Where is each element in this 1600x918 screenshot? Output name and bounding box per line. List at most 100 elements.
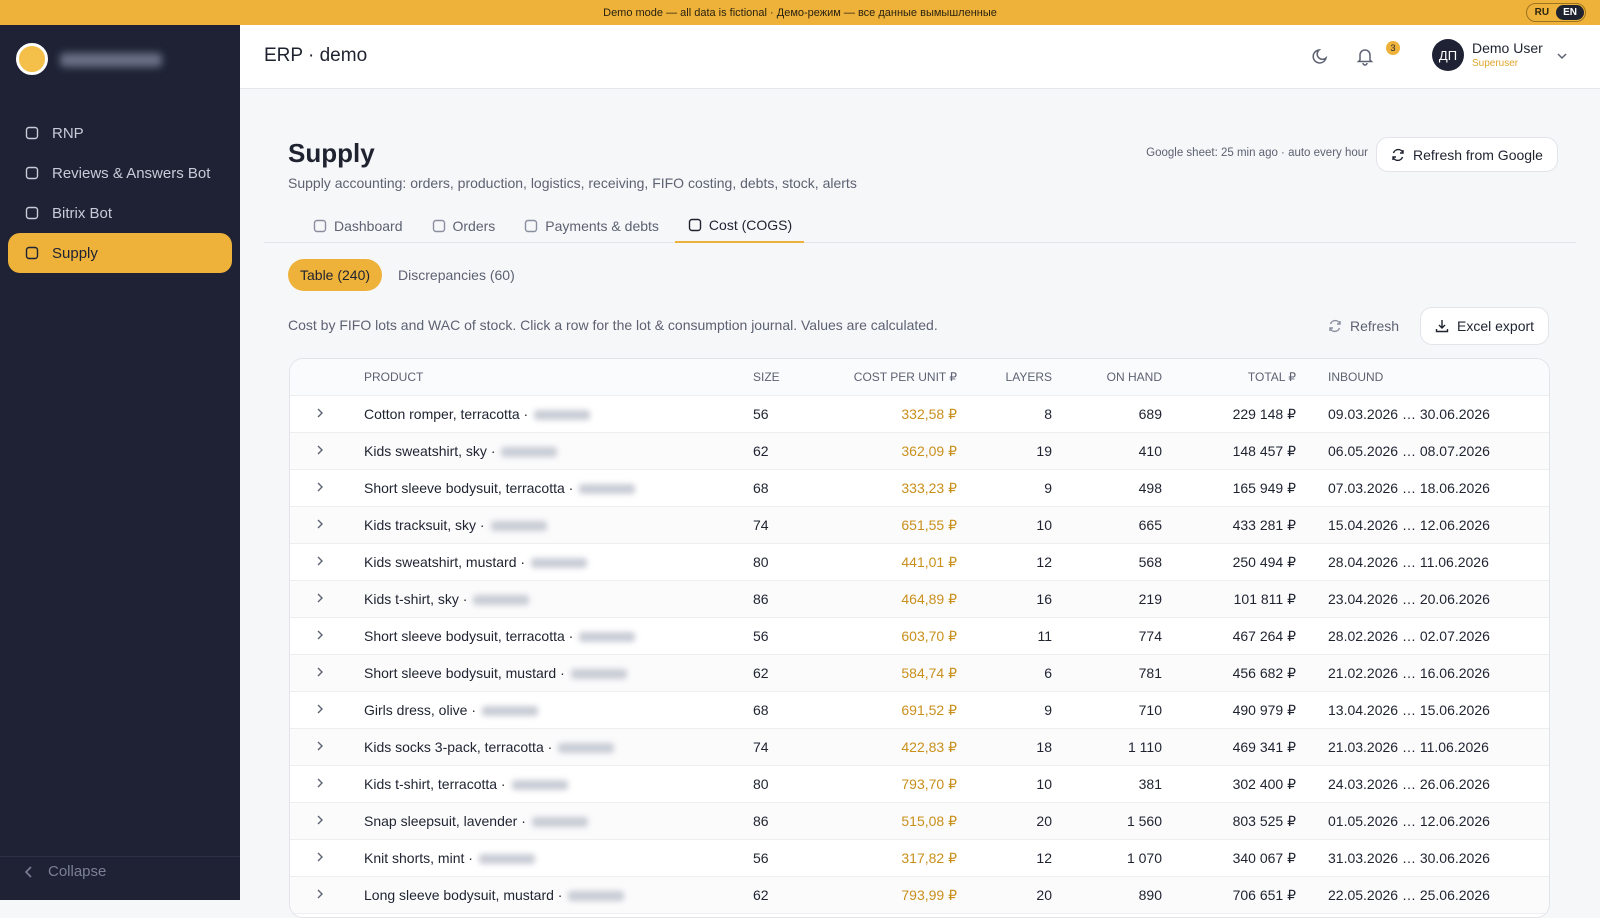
- expand-chevron[interactable]: [290, 776, 350, 792]
- cell: 20: [965, 887, 1060, 903]
- table-row[interactable]: Kids t-shirt, sky · 86 464,89 ₽ 16 219 101 81…: [290, 581, 1549, 618]
- avatar[interactable]: ДП: [1432, 39, 1464, 71]
- tab[interactable]: Dashboard: [300, 208, 415, 243]
- cell: 490 979 ₽: [1170, 702, 1304, 719]
- cell: 1 110: [1060, 739, 1170, 755]
- cell-text: 333,23 ₽: [901, 479, 957, 496]
- cell: 86: [745, 813, 835, 829]
- cell-text: 56: [753, 406, 769, 422]
- lang-en[interactable]: EN: [1556, 5, 1584, 20]
- cell-text: 1 070: [1126, 850, 1162, 866]
- subtab[interactable]: Discrepancies (60): [398, 267, 515, 283]
- cell-text: 584,74 ₽: [901, 664, 957, 681]
- cell-text: Snap sleepsuit, lavender ·: [364, 813, 526, 829]
- expand-chevron[interactable]: [290, 702, 350, 718]
- notifications[interactable]: [1355, 46, 1375, 66]
- table-row[interactable]: Snap sleepsuit, lavender · 86 515,08 ₽ 20 1 …: [290, 803, 1549, 840]
- cell-text: 10: [1036, 776, 1052, 792]
- cell-text: 68: [753, 480, 769, 496]
- cell-text: 20: [1036, 813, 1052, 829]
- cell: 9: [965, 702, 1060, 718]
- icon: [317, 778, 323, 788]
- nav-item[interactable]: Reviews & Answers Bot: [8, 153, 232, 193]
- cell-text: 56: [753, 850, 769, 866]
- cell-text: 362,09 ₽: [901, 442, 957, 459]
- cell-text: 16: [1036, 591, 1052, 607]
- table-row[interactable]: Cotton romper, terracotta · 56 332,58 ₽ 8 68…: [290, 396, 1549, 433]
- expand-chevron[interactable]: [290, 480, 350, 496]
- tab[interactable]: Orders: [419, 208, 508, 243]
- cell: 584,74 ₽: [835, 665, 965, 682]
- cell: 9: [965, 480, 1060, 496]
- cell-text: 332,58 ₽: [901, 405, 957, 422]
- sidebar: RNP Reviews & Answers Bot Bitrix Bot Supply…: [0, 25, 240, 900]
- cell: 74: [745, 739, 835, 755]
- cell: 28.04.2026 … 11.06.2026: [1304, 554, 1549, 570]
- expand-chevron[interactable]: [290, 850, 350, 866]
- cell: 803 525 ₽: [1170, 813, 1304, 830]
- lang-ru[interactable]: RU: [1534, 7, 1550, 18]
- cell: 80: [745, 776, 835, 792]
- excel-export-button[interactable]: Excel export: [1420, 307, 1550, 345]
- expand-chevron[interactable]: [290, 406, 350, 422]
- icon: [1329, 319, 1341, 333]
- cell: 793,99 ₽: [835, 887, 965, 904]
- expand-chevron[interactable]: [290, 665, 350, 681]
- icon: [1392, 148, 1404, 161]
- expand-chevron[interactable]: [290, 591, 350, 607]
- table-row[interactable]: Short sleeve bodysuit, mustard · 62 584,74…: [290, 655, 1549, 692]
- page-subtitle: Supply accounting: orders, production, l…: [288, 175, 857, 191]
- cell: 710: [1060, 702, 1170, 718]
- expand-chevron[interactable]: [290, 517, 350, 533]
- expand-chevron[interactable]: [290, 887, 350, 903]
- cell-text: 19: [1036, 443, 1052, 459]
- table-row[interactable]: Kids t-shirt, terracotta · 80 793,70 ₽ 10 38…: [290, 766, 1549, 803]
- cell: 1 070: [1060, 850, 1170, 866]
- table-row[interactable]: Girls dress, olive · 68 691,52 ₽ 9 710 490 97…: [290, 692, 1549, 729]
- table-row[interactable]: Short sleeve bodysuit, terracotta · 68 333…: [290, 470, 1549, 507]
- cell: 665: [1060, 517, 1170, 533]
- icon: [688, 218, 702, 231]
- nav-item[interactable]: Supply: [8, 233, 232, 273]
- tab[interactable]: Payments & debts: [511, 208, 671, 243]
- theme-toggle[interactable]: [1312, 47, 1330, 65]
- cell: 603,70 ₽: [835, 628, 965, 645]
- table-row[interactable]: Short sleeve bodysuit, terracotta · 56 603…: [290, 618, 1549, 655]
- cell: 1 560: [1060, 813, 1170, 829]
- cell-text: Knit shorts, mint ·: [364, 850, 473, 866]
- cell: 13.04.2026 … 15.06.2026: [1304, 702, 1549, 718]
- table-row[interactable]: Long sleeve bodysuit, mustard · 62 793,99 …: [290, 877, 1549, 914]
- refresh-button[interactable]: Refresh: [1316, 307, 1411, 345]
- table-row[interactable]: Kids socks 3-pack, terracotta · 74 422,83 …: [290, 729, 1549, 766]
- table-row[interactable]: Knit shorts, mint · 56 317,82 ₽ 12 1 070 340 …: [290, 840, 1549, 877]
- nav-item[interactable]: Bitrix Bot: [8, 193, 232, 233]
- app-title: ERP · demo: [264, 45, 368, 66]
- cell-text: 793,99 ₽: [901, 886, 957, 903]
- subtab[interactable]: Table (240): [288, 259, 383, 291]
- expand-chevron[interactable]: [290, 739, 350, 755]
- collapse-button[interactable]: Collapse: [24, 863, 106, 880]
- expand-chevron[interactable]: [290, 628, 350, 644]
- cell: 333,23 ₽: [835, 480, 965, 497]
- nav-item[interactable]: RNP: [8, 113, 232, 153]
- cell-text: 433 281 ₽: [1232, 516, 1296, 533]
- sku-blurred: [531, 817, 588, 828]
- cell: 28.02.2026 … 02.07.2026: [1304, 628, 1549, 644]
- user-name[interactable]: Demo User: [1472, 40, 1543, 56]
- table-note: Cost by FIFO lots and WAC of stock. Clic…: [288, 317, 938, 333]
- table-row[interactable]: Kids sweatshirt, sky · 62 362,09 ₽ 19 410 148…: [290, 433, 1549, 470]
- button-label: Refresh from Google: [1413, 146, 1543, 163]
- user-menu[interactable]: [1556, 52, 1568, 60]
- refresh-google-button[interactable]: Refresh from Google: [1376, 137, 1558, 172]
- table-row[interactable]: Kids sweatshirt, mustard · 80 441,01 ₽ 12 56…: [290, 544, 1549, 581]
- cell: 01.05.2026 … 12.06.2026: [1304, 813, 1549, 829]
- sku-blurred: [511, 780, 568, 791]
- tab[interactable]: Cost (COGS): [674, 208, 805, 243]
- expand-chevron[interactable]: [290, 813, 350, 829]
- cell-text: 1 560: [1126, 813, 1162, 829]
- logo[interactable]: [16, 43, 48, 75]
- expand-chevron[interactable]: [290, 554, 350, 570]
- expand-chevron[interactable]: [290, 443, 350, 459]
- cell-text: 250 494 ₽: [1232, 553, 1296, 570]
- table-row[interactable]: Kids tracksuit, sky · 74 651,55 ₽ 10 665 433 …: [290, 507, 1549, 544]
